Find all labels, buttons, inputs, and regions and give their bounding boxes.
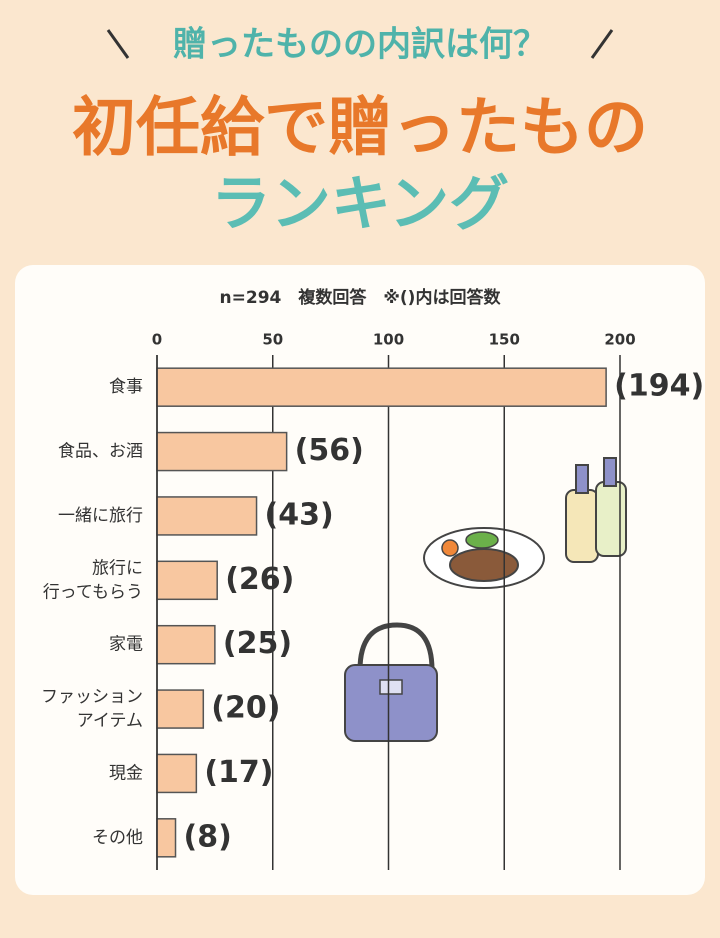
- bar: [156, 560, 218, 601]
- chart-title2: ランキング: [211, 170, 509, 240]
- y-tick-label: 旅行に行ってもらう: [43, 558, 143, 602]
- x-tick-label: 0: [152, 331, 162, 349]
- value-label: (56): [295, 433, 364, 468]
- x-tick-label: 50: [262, 331, 283, 349]
- y-tick-label: 一緒に旅行: [58, 506, 143, 526]
- value-label: (17): [204, 755, 273, 790]
- decor-slash: [590, 29, 614, 59]
- decor-slash: [106, 29, 130, 59]
- x-tick-label: 100: [373, 331, 404, 349]
- illustration-plate: [423, 527, 545, 589]
- chart-subtitle: 贈ったものの内訳は何？: [173, 25, 547, 65]
- bar: [156, 367, 607, 407]
- bar: [156, 818, 177, 858]
- y-tick-label: 現金: [109, 763, 143, 783]
- bar: [156, 753, 198, 794]
- y-tick-label: その他: [92, 828, 143, 848]
- illustration-bottles: [565, 457, 627, 563]
- value-label: (43): [265, 497, 334, 532]
- chart-title: 初任給で贈ったもの: [72, 92, 648, 166]
- value-label: (20): [211, 691, 280, 726]
- y-tick-label: 食品、お酒: [58, 442, 143, 462]
- note: n=294 複数回答 ※()内は回答数: [220, 287, 502, 308]
- value-label: (26): [225, 562, 294, 597]
- value-label: (194): [614, 369, 704, 404]
- illustration-bag: [344, 622, 438, 742]
- value-label: (8): [184, 819, 232, 854]
- bar: [156, 496, 258, 536]
- bar: [156, 689, 205, 729]
- x-tick-label: 150: [489, 331, 520, 349]
- y-tick-label: 食事: [109, 377, 143, 397]
- value-label: (25): [223, 626, 292, 661]
- bar: [156, 431, 288, 472]
- x-tick-label: 200: [604, 331, 635, 349]
- panel: [15, 265, 705, 895]
- bar: [156, 624, 216, 665]
- y-tick-label: 家電: [109, 635, 143, 655]
- y-tick-label: ファッションアイテム: [41, 687, 143, 731]
